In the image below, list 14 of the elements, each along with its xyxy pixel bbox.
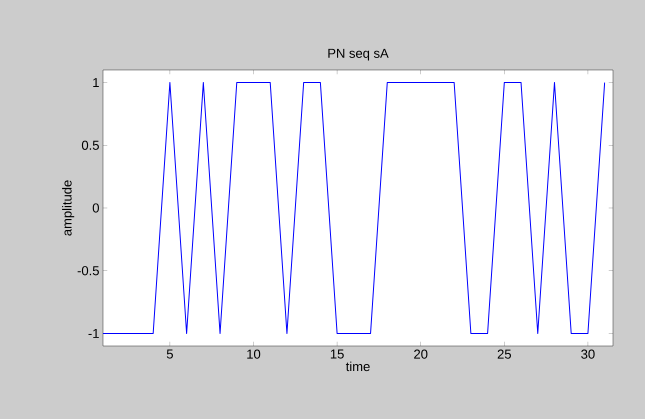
y-axis-title: amplitude xyxy=(62,180,74,236)
x-axis-title: time xyxy=(346,362,370,372)
x-tick-label: 20 xyxy=(414,350,428,359)
x-tick-label: 30 xyxy=(581,350,595,359)
y-tick-label: -1 xyxy=(88,328,99,338)
y-tick-label: -0.5 xyxy=(78,266,99,276)
x-tick-label: 15 xyxy=(330,350,344,359)
chart-title: PN seq sA xyxy=(328,48,389,60)
x-tick-label: 5 xyxy=(166,350,173,359)
y-tick-label: 1 xyxy=(93,78,99,88)
x-tick-label: 10 xyxy=(247,350,260,359)
x-tick-label: 25 xyxy=(498,350,511,359)
y-tick-label: 0 xyxy=(92,203,99,213)
y-tick-label: 0.5 xyxy=(82,140,99,150)
